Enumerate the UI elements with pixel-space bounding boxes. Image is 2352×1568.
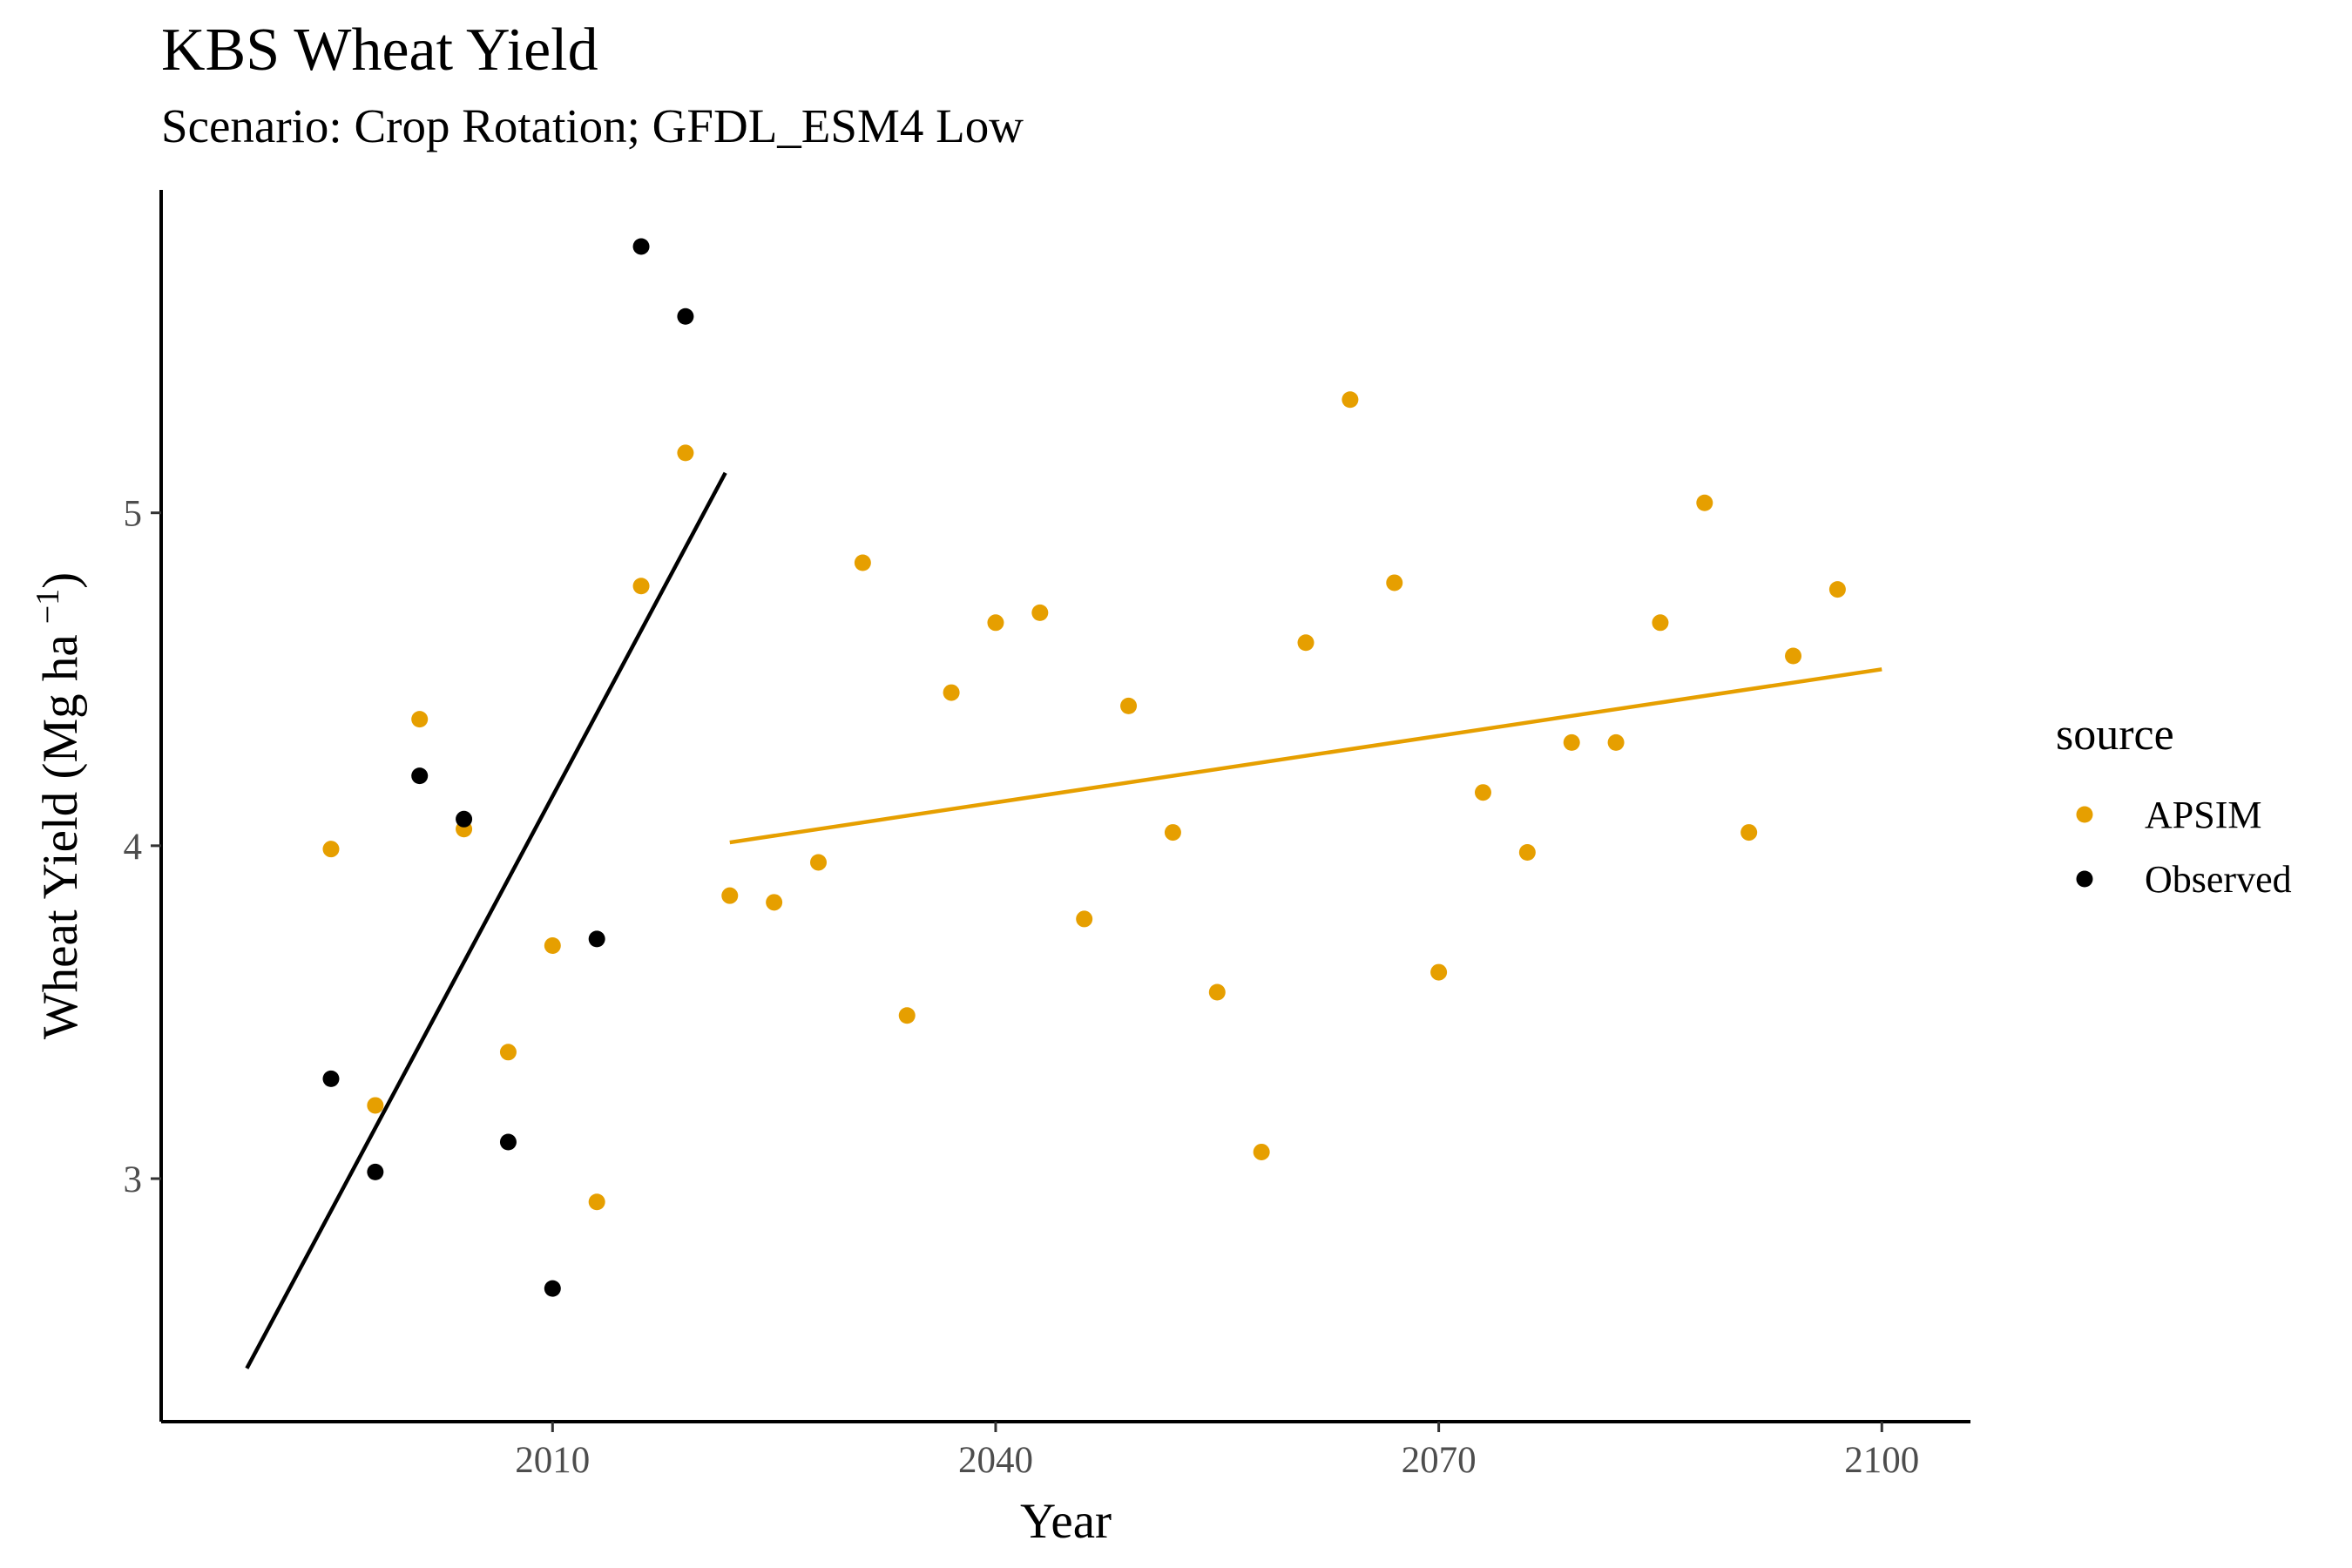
y-axis-title-superscript: −1 — [30, 589, 66, 624]
apsim-point — [588, 1193, 605, 1211]
y-axis-title-main: Wheat Yield (Mg ha — [33, 634, 88, 1039]
chart-subtitle: Scenario: Crop Rotation; GFDL_ESM4 Low — [161, 99, 1024, 152]
apsim-point — [632, 578, 650, 595]
apsim-point — [1386, 574, 1403, 591]
legend-key-apsim — [2076, 806, 2093, 823]
observed-point — [456, 810, 473, 828]
observed-point — [499, 1133, 517, 1151]
legend: source APSIM Observed — [2056, 710, 2292, 901]
apsim-point — [987, 614, 1004, 632]
apsim-point — [367, 1097, 384, 1114]
apsim-point — [1208, 983, 1226, 1001]
apsim-point — [1297, 634, 1315, 652]
y-tick-label: 4 — [124, 827, 143, 868]
chart-title: KBS Wheat Yield — [161, 17, 598, 84]
apsim-point — [1518, 844, 1536, 862]
y-tick-label: 3 — [124, 1159, 143, 1200]
observed-point — [588, 930, 605, 948]
legend-label-apsim: APSIM — [2145, 794, 2262, 836]
legend-key-observed — [2076, 870, 2093, 888]
apsim-point — [943, 684, 960, 701]
apsim-point — [1563, 733, 1580, 751]
apsim-point — [1785, 647, 1802, 665]
apsim-point — [677, 444, 694, 462]
apsim-point — [810, 854, 828, 871]
apsim-point — [1607, 733, 1625, 751]
apsim-point — [499, 1044, 517, 1061]
apsim-point — [1696, 494, 1713, 511]
apsim-point — [766, 894, 783, 911]
y-tick-label: 5 — [124, 494, 143, 535]
apsim-point — [721, 887, 739, 904]
apsim-point — [1474, 784, 1491, 801]
observed-point — [411, 767, 429, 785]
y-axis-title-close: ) — [33, 572, 88, 589]
apsim-point — [1342, 391, 1359, 409]
apsim-point — [322, 841, 340, 858]
apsim-point — [1740, 824, 1758, 841]
y-axis-title: Wheat Yield (Mg ha −1) — [30, 572, 88, 1039]
x-axis-title: Year — [1020, 1494, 1112, 1549]
apsim-point — [1430, 963, 1448, 981]
observed-point — [367, 1163, 384, 1180]
plot-marks — [245, 238, 1882, 1369]
observed-point — [544, 1280, 561, 1297]
x-tick-label: 2040 — [958, 1440, 1033, 1481]
apsim-trend-line — [729, 667, 1882, 845]
x-tick-label: 2070 — [1402, 1440, 1477, 1481]
apsim-point — [1120, 697, 1138, 714]
apsim-point — [544, 937, 561, 955]
apsim-point — [1828, 581, 1846, 598]
observed-point — [677, 308, 694, 325]
apsim-point — [898, 1007, 916, 1024]
x-tick-label: 2100 — [1844, 1440, 1919, 1481]
axis-ticks: 2010 2040 2070 2100 3 4 5 — [124, 494, 1920, 1481]
legend-title: source — [2056, 710, 2174, 760]
observed-trend-line — [245, 471, 727, 1369]
apsim-point — [1253, 1143, 1270, 1160]
observed-point — [322, 1070, 340, 1087]
apsim-point — [1076, 910, 1093, 928]
x-tick-label: 2010 — [515, 1440, 590, 1481]
apsim-point — [854, 554, 871, 571]
apsim-point — [1164, 824, 1181, 841]
apsim-point — [1031, 604, 1049, 621]
legend-label-observed: Observed — [2145, 858, 2292, 901]
apsim-point — [411, 711, 429, 728]
apsim-point — [1652, 614, 1669, 632]
observed-point — [632, 238, 650, 255]
